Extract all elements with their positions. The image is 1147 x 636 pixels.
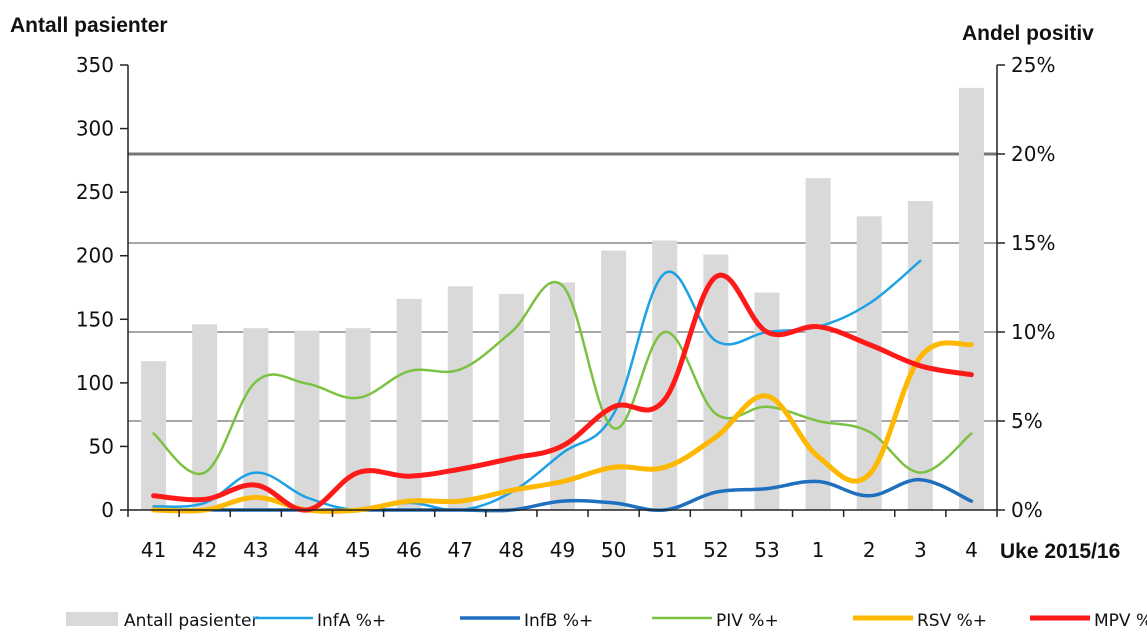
x-tick-label: 50 bbox=[601, 538, 626, 562]
x-tick-label: 4 bbox=[965, 538, 978, 562]
x-tick-label: 41 bbox=[141, 538, 166, 562]
bar bbox=[192, 324, 218, 510]
bar bbox=[141, 361, 167, 510]
legend-label: InfB %+ bbox=[524, 611, 593, 631]
x-tick-label: 3 bbox=[914, 538, 927, 562]
x-tick-label: 1 bbox=[812, 538, 825, 562]
y-right-tick-label: 10% bbox=[1011, 320, 1055, 344]
y-left-axis-title: Antall pasienter bbox=[10, 14, 168, 37]
bar bbox=[805, 178, 831, 510]
y-left-tick-label: 250 bbox=[76, 180, 114, 204]
x-tick-label: 47 bbox=[448, 538, 473, 562]
y-right-tick-label: 5% bbox=[1011, 409, 1043, 433]
y-left-tick-label: 200 bbox=[76, 244, 114, 268]
series-line bbox=[151, 272, 974, 513]
x-tick-label: 52 bbox=[703, 538, 728, 562]
x-tick-label: 49 bbox=[550, 538, 575, 562]
x-tick-label: 45 bbox=[345, 538, 370, 562]
series-line bbox=[152, 259, 922, 512]
y-left-tick-label: 150 bbox=[76, 307, 114, 331]
y-right-tick-label: 15% bbox=[1011, 231, 1055, 255]
y-right-tick-label: 25% bbox=[1011, 53, 1055, 77]
legend-label: RSV %+ bbox=[917, 611, 987, 631]
bar bbox=[550, 282, 575, 510]
x-tick-label: 51 bbox=[652, 538, 677, 562]
y-right-tick-label: 20% bbox=[1011, 142, 1055, 166]
bar bbox=[498, 293, 524, 510]
x-tick-label: 2 bbox=[863, 538, 876, 562]
y-left-tick-label: 300 bbox=[76, 117, 114, 141]
bar bbox=[447, 286, 473, 510]
y-right-axis-title: Andel positiv bbox=[962, 22, 1094, 45]
legend-label: PIV %+ bbox=[716, 611, 779, 631]
x-tick-label: 46 bbox=[396, 538, 421, 562]
x-tick-label: 53 bbox=[754, 538, 779, 562]
bar bbox=[958, 87, 984, 510]
bar bbox=[243, 328, 269, 510]
y-right-tick-label: 0% bbox=[1011, 498, 1043, 522]
x-tick-label: 42 bbox=[192, 538, 217, 562]
y-left-tick-label: 50 bbox=[89, 434, 114, 458]
x-axis-title: Uke 2015/16 bbox=[1000, 540, 1120, 563]
bar bbox=[703, 254, 729, 510]
y-left-tick-label: 350 bbox=[76, 53, 114, 77]
legend-label: InfA %+ bbox=[317, 611, 386, 631]
legend-label: Antall pasienter bbox=[124, 611, 258, 631]
y-left-tick-label: 100 bbox=[76, 371, 114, 395]
bar bbox=[294, 330, 320, 510]
series-line bbox=[152, 281, 973, 476]
legend-swatch bbox=[66, 612, 118, 626]
y-left-tick-label: 0 bbox=[101, 498, 114, 522]
bar bbox=[345, 328, 371, 510]
x-tick-label: 44 bbox=[294, 538, 319, 562]
legend-label: MPV %+ bbox=[1094, 611, 1147, 631]
x-tick-label: 48 bbox=[499, 538, 524, 562]
x-tick-label: 43 bbox=[243, 538, 268, 562]
legend: Antall pasienter InfA %+ InfB %+ PIV %+ RSV … bbox=[66, 611, 1147, 631]
